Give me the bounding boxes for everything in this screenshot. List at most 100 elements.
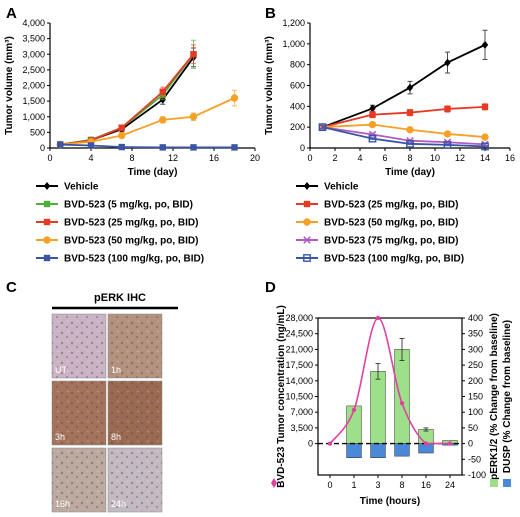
x-tick-label: 0 [47, 153, 52, 163]
x-tick-label: 12 [455, 153, 465, 163]
series [57, 39, 197, 148]
bar-dusp [370, 443, 386, 458]
y-tick-label-right: 350 [468, 329, 483, 339]
data-point [368, 134, 377, 143]
x-tick-label: 8 [129, 153, 134, 163]
x-tick-label: 20 [250, 153, 260, 163]
chart-b: 0 200 400 600 800 1,000 1,200 0 2 4 6 8 10 12 14 16 Time… [264, 18, 515, 265]
ihc-tile [51, 447, 107, 513]
data-point [481, 40, 489, 49]
legend-label: Vehicle [64, 182, 99, 193]
y-tick-label: 3,000 [22, 49, 45, 59]
x-axis-label: Time (hours) [360, 496, 420, 507]
x-tick-label: 8 [399, 480, 404, 490]
error-bar [407, 142, 413, 146]
x-axis-label: Time (day) [128, 167, 178, 178]
ihc-tile-label: 8h [111, 432, 121, 442]
y-tick-label: 600 [290, 81, 305, 91]
bar-error [375, 363, 381, 380]
data-point [190, 51, 197, 58]
bar-error [399, 337, 405, 361]
ihc-tile [107, 380, 163, 446]
y-tick-label-left: 21,000 [285, 344, 313, 354]
ihc-tile-label: 3h [55, 432, 65, 442]
series-line [60, 56, 195, 146]
legend-label: BVD-523 (25 mg/kg, po, BID) [64, 218, 198, 229]
series-line [60, 53, 195, 146]
y-tick-label: 1,500 [22, 96, 45, 106]
legend-label: Vehicle [324, 182, 359, 193]
y-tick-label-right: 250 [468, 360, 483, 370]
y-axis-label: Tumor volume (mm³) [4, 36, 15, 135]
legend-swatch-marker [43, 218, 51, 226]
data-point [57, 141, 64, 148]
data-point [159, 144, 166, 151]
y-tick-label: 0 [300, 143, 305, 153]
y-tick-label-left: 3,500 [290, 423, 313, 433]
legend-item: BVD-523 (100 mg/kg, po, BID) [36, 254, 204, 265]
y-tick-label: 200 [290, 122, 305, 132]
y-tick-label-right: -100 [468, 470, 486, 480]
y-tick-label: 1,000 [282, 39, 305, 49]
ihc-panel: pERK IHC UT 1h 3h 8h 16h 24h [51, 292, 178, 513]
legend-swatch-marker [43, 254, 51, 262]
y-tick-label: 400 [290, 101, 305, 111]
ihc-tile [107, 313, 163, 379]
data-point [118, 124, 125, 131]
y-tick-label: 500 [30, 127, 45, 137]
y-tick-label: 1,000 [22, 112, 45, 122]
data-point [118, 131, 126, 140]
data-point [406, 83, 414, 92]
series [57, 44, 197, 148]
y-tick-label-left: 17,500 [285, 360, 313, 370]
error-bar [370, 137, 375, 141]
y-axis-label-right-2: DUSP (% Change from baseline) [502, 320, 513, 473]
y-tick-label-left: 10,500 [285, 392, 313, 402]
x-tick-label: 16 [505, 153, 515, 163]
ihc-tile-label: UT [55, 365, 67, 375]
y-axis-label-right-1: pERK1/2 (% Change from baseline) [489, 313, 500, 480]
legend-swatch-marker [303, 218, 311, 226]
data-point [368, 130, 377, 139]
data-point [444, 58, 451, 67]
series-line [60, 53, 195, 146]
data-point [231, 144, 238, 151]
error-bar [320, 125, 325, 130]
series-line [322, 44, 486, 129]
concentration-point [375, 315, 381, 321]
ihc-tile [51, 380, 107, 446]
panel-label-b: B [265, 5, 276, 22]
panel-label-c: C [6, 279, 17, 296]
y-tick-label: 0 [40, 143, 45, 153]
data-point [481, 103, 489, 111]
ihc-tile-label: 1h [111, 365, 121, 375]
concentration-point [423, 441, 429, 446]
y-tick-label-left: 7,000 [290, 407, 313, 417]
ihc-tile [51, 313, 107, 379]
x-tick-label: 6 [382, 153, 387, 163]
data-point [443, 130, 452, 138]
y-tick-label: 2,500 [22, 65, 45, 75]
series-line [322, 105, 486, 129]
y-axis-label-left: BVD-523 Tumor concentration (ng/mL) [276, 305, 287, 488]
x-tick-label: 2 [332, 153, 337, 163]
series-line [60, 97, 235, 146]
chart-a: 0 500 1,000 1,500 2,000 2,500 3,000 3,500 4,000 0… [4, 18, 260, 265]
y-tick-label: 800 [290, 60, 305, 70]
data-point [159, 116, 167, 124]
series [319, 29, 489, 132]
y-tick-label-right: 200 [468, 376, 483, 386]
data-point [443, 140, 452, 149]
x-tick-label: 0 [327, 480, 332, 490]
legend-item: BVD-523 (100 mg/kg, po, BID) [296, 254, 464, 265]
ihc-tile [107, 447, 163, 513]
legend-label: BVD-523 (50 mg/kg, po, BID) [64, 236, 198, 247]
y-tick-label: 3,500 [22, 34, 45, 44]
data-point [406, 109, 414, 116]
legend-label: BVD-523 (50 mg/kg, po, BID) [324, 218, 458, 229]
x-tick-label: 14 [480, 153, 490, 163]
series [318, 123, 489, 151]
data-point [368, 120, 377, 129]
legend-item: BVD-523 (50 mg/kg, po, BID) [296, 218, 458, 229]
